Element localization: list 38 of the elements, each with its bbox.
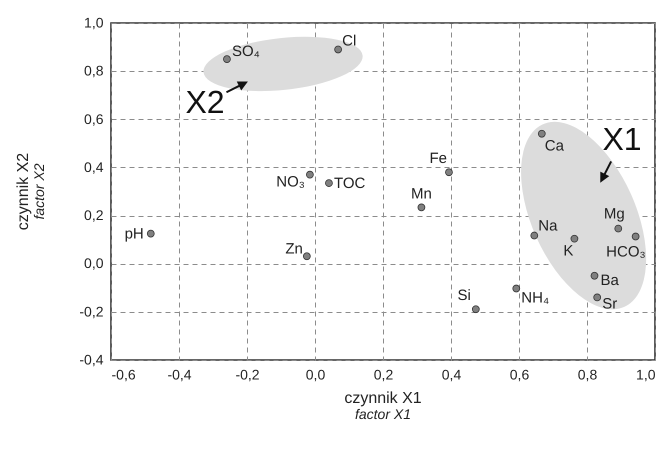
data-label: HCO₃ xyxy=(606,244,646,261)
x-tick-label: 0,4 xyxy=(442,366,462,382)
x-tick-label: -0,6 xyxy=(112,366,136,382)
data-label: NO₃ xyxy=(276,174,305,191)
y-tick-label: 0,6 xyxy=(84,110,104,127)
data-label: Mg xyxy=(604,206,625,223)
data-label: Fe xyxy=(429,150,447,168)
y-tick-label: 1,0 xyxy=(84,14,104,30)
y-tick-label: 0,2 xyxy=(84,207,104,224)
x-tick-label: -0,2 xyxy=(235,366,260,382)
data-label: Cl xyxy=(342,32,356,50)
y-tick-label: 0,8 xyxy=(84,62,104,79)
data-label: pH xyxy=(124,226,144,243)
y-tick-label: -0,2 xyxy=(79,303,104,320)
x-tick-label: 0,6 xyxy=(510,366,530,382)
data-label: K xyxy=(563,242,574,260)
data-label: NH₄ xyxy=(521,290,550,307)
x-tick-label: 0,2 xyxy=(374,366,394,382)
x-tick-label: 0,8 xyxy=(578,366,598,382)
annotation: X1 xyxy=(602,121,642,157)
data-label: Na xyxy=(538,218,558,235)
y-tick-label: -0,4 xyxy=(79,352,104,368)
y-tick-label: 0,4 xyxy=(84,158,104,175)
y-axis-title: czynnik X2 factor X2 xyxy=(15,152,47,230)
x-tick-label: -0,4 xyxy=(167,366,192,382)
data-label: Ca xyxy=(544,138,565,155)
data-label: Si xyxy=(457,287,471,304)
data-label: Ba xyxy=(600,272,620,289)
x-tick-label: 0,0 xyxy=(306,366,326,382)
x-axis-title: czynnik X1 factor X1 xyxy=(344,390,422,422)
x-tick-label: 1,0 xyxy=(636,366,656,382)
annotation: X2 xyxy=(185,84,225,120)
data-label: TOC xyxy=(334,175,366,192)
data-label: Sr xyxy=(602,295,618,312)
data-label: Mn xyxy=(411,185,432,202)
y-tick-label: 0,0 xyxy=(84,255,104,272)
data-label: Zn xyxy=(285,240,303,258)
data-label: SO₄ xyxy=(232,43,260,60)
